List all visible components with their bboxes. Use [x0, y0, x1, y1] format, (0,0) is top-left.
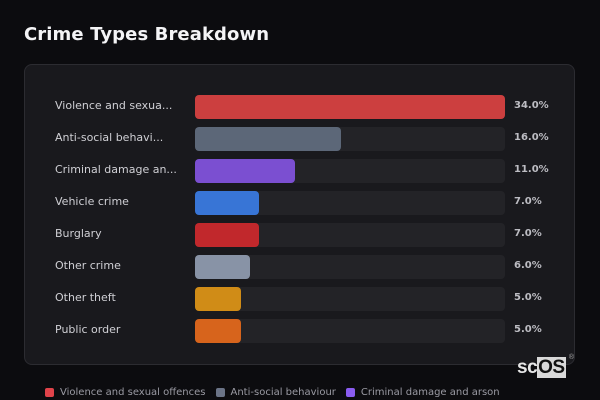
bar-label: Public order	[55, 323, 121, 336]
bar-label: Other crime	[55, 259, 121, 272]
bar-fill[interactable]	[195, 223, 259, 247]
bar-track	[195, 95, 505, 119]
bar-value: 11.0%	[514, 164, 549, 175]
legend-item[interactable]: Violence and sexual offences	[45, 387, 206, 398]
registered-mark-icon: ®	[568, 354, 574, 361]
bar-row: Burglary 7.0%	[25, 223, 574, 247]
bar-row: Other theft 5.0%	[25, 287, 574, 311]
bar-fill[interactable]	[195, 287, 241, 311]
bar-track	[195, 127, 505, 151]
bar-fill[interactable]	[195, 319, 241, 343]
bar-value: 16.0%	[514, 132, 549, 143]
scos-logo: scOS ®	[517, 354, 574, 379]
bar-fill[interactable]	[195, 95, 505, 119]
bar-value: 7.0%	[514, 228, 542, 239]
legend-label: Anti-social behaviour	[230, 387, 336, 398]
bar-fill[interactable]	[195, 127, 341, 151]
bar-row: Anti-social behavi... 16.0%	[25, 127, 574, 151]
legend-swatch-icon	[45, 388, 54, 397]
chart-panel: Violence and sexua... 34.0% Anti-social be…	[24, 64, 575, 365]
legend-swatch-icon	[215, 388, 225, 397]
bar-track	[195, 255, 505, 279]
bar-label: Violence and sexua...	[55, 99, 173, 112]
legend-item[interactable]: Anti-social behaviour	[215, 387, 336, 398]
bar-track	[195, 191, 505, 215]
bar-value: 5.0%	[514, 292, 542, 303]
legend-label: Violence and sexual offences	[60, 387, 206, 398]
bar-label: Criminal damage an...	[55, 163, 177, 176]
logo-suffix: OS	[537, 357, 566, 378]
bar-fill[interactable]	[195, 159, 296, 183]
bar-fill[interactable]	[195, 255, 250, 279]
bar-label: Other theft	[55, 291, 116, 304]
legend-swatch-icon	[345, 388, 355, 397]
bar-value: 6.0%	[514, 260, 542, 271]
bar-track	[195, 159, 505, 183]
bar-row: Vehicle crime 7.0%	[25, 191, 574, 215]
bar-track	[195, 223, 505, 247]
bar-track	[195, 287, 505, 311]
bar-fill[interactable]	[195, 191, 259, 215]
bar-value: 34.0%	[514, 100, 549, 111]
logo-prefix: sc	[517, 357, 538, 378]
bar-value: 5.0%	[514, 324, 542, 335]
bar-track	[195, 319, 505, 343]
bar-row: Public order 5.0%	[25, 319, 574, 343]
bar-value: 7.0%	[514, 196, 542, 207]
bar-row: Criminal damage an... 11.0%	[25, 159, 574, 183]
bar-label: Vehicle crime	[55, 195, 129, 208]
bar-label: Anti-social behavi...	[55, 131, 164, 144]
legend: Violence and sexual offences Anti-social …	[45, 387, 500, 398]
legend-item[interactable]: Criminal damage and arson	[345, 387, 500, 398]
legend-label: Criminal damage and arson	[360, 387, 500, 398]
chart-title: Crime Types Breakdown	[24, 24, 270, 45]
bar-row: Violence and sexua... 34.0%	[25, 95, 574, 119]
bar-row: Other crime 6.0%	[25, 255, 574, 279]
bar-label: Burglary	[55, 227, 102, 240]
